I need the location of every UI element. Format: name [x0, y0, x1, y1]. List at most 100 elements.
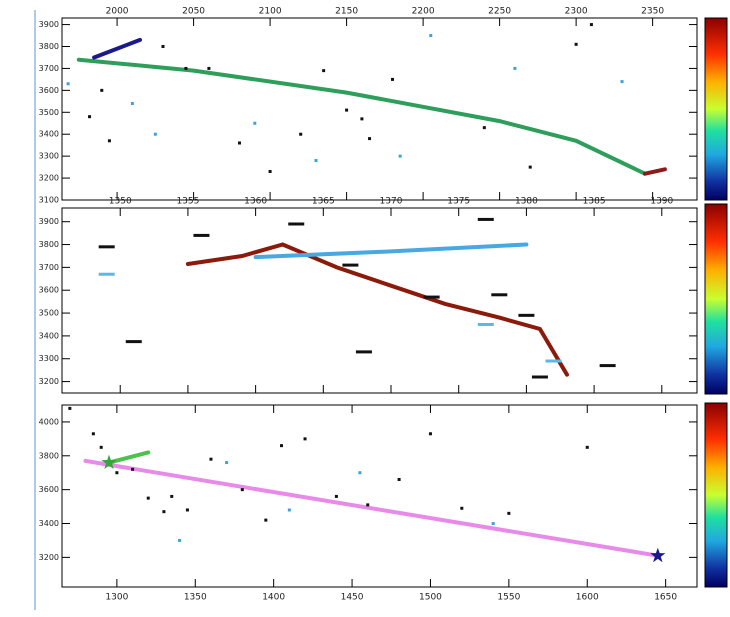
- hit: [518, 314, 534, 317]
- hit: [147, 497, 150, 500]
- y-tick-label: 3200: [39, 377, 59, 386]
- x-tick-label: 1380: [515, 197, 538, 207]
- x-tick-label: 2300: [565, 7, 588, 17]
- hit: [492, 522, 495, 525]
- y-tick-label: 3600: [39, 286, 59, 295]
- hit: [575, 43, 578, 46]
- hit: [193, 234, 209, 237]
- hit: [92, 432, 95, 435]
- plot-frame: [62, 18, 697, 200]
- color-bar: [705, 18, 727, 200]
- y-tick-label: 3600: [39, 485, 59, 494]
- hit: [366, 503, 369, 506]
- hit: [186, 508, 189, 511]
- hit: [360, 117, 363, 120]
- hit: [108, 139, 111, 142]
- hit: [131, 468, 134, 471]
- hit: [322, 69, 325, 72]
- x-tick-label: 1370: [380, 197, 403, 207]
- x-tick-label: 1375: [447, 197, 470, 207]
- hit: [209, 458, 212, 461]
- hit: [342, 264, 358, 267]
- hit: [207, 67, 210, 70]
- hit: [178, 539, 181, 542]
- y-tick-label: 3100: [39, 196, 59, 205]
- hit: [315, 159, 318, 162]
- x-tick-label: 1650: [654, 593, 677, 603]
- hit: [288, 508, 291, 511]
- hit: [162, 510, 165, 513]
- hit: [429, 34, 432, 37]
- x-tick-label: 1350: [184, 593, 207, 603]
- x-tick-label: 1550: [497, 593, 520, 603]
- hit: [225, 461, 228, 464]
- hit: [100, 89, 103, 92]
- hit: [280, 444, 283, 447]
- hit: [154, 133, 157, 136]
- hit: [304, 437, 307, 440]
- y-tick-label: 4000: [39, 417, 59, 426]
- y-tick-label: 3400: [39, 331, 59, 340]
- y-tick-label: 3900: [39, 217, 59, 226]
- hit: [483, 126, 486, 129]
- y-tick-label: 3400: [39, 519, 59, 528]
- plot-frame: [62, 405, 697, 587]
- y-tick-label: 3200: [39, 553, 59, 562]
- x-tick-label: 2150: [335, 7, 358, 17]
- hit: [115, 471, 118, 474]
- hit: [100, 446, 103, 449]
- color-bar: [705, 204, 727, 394]
- x-tick-label: 2250: [488, 7, 511, 17]
- hit: [335, 495, 338, 498]
- y-tick-label: 3300: [39, 354, 59, 363]
- hit: [545, 360, 561, 363]
- y-tick-label: 3300: [39, 152, 59, 161]
- hit: [269, 170, 272, 173]
- x-tick-label: 1365: [312, 197, 335, 207]
- hit: [621, 80, 624, 83]
- hit: [399, 155, 402, 158]
- hit: [391, 78, 394, 81]
- y-tick-label: 3800: [39, 240, 59, 249]
- y-tick-label: 3400: [39, 130, 59, 139]
- hit: [429, 432, 432, 435]
- hit: [68, 407, 71, 410]
- hit: [238, 141, 241, 144]
- hit: [478, 323, 494, 326]
- hit: [99, 273, 115, 276]
- x-tick-label: 1385: [583, 197, 606, 207]
- hit: [184, 67, 187, 70]
- x-tick-label: 1390: [650, 197, 673, 207]
- x-tick-label: 1350: [109, 197, 132, 207]
- hit: [424, 296, 440, 299]
- hit: [513, 67, 516, 70]
- x-tick-label: 2100: [259, 7, 282, 17]
- x-tick-label: 1450: [341, 593, 364, 603]
- hit: [299, 133, 302, 136]
- x-tick-label: 1600: [576, 593, 599, 603]
- hit: [398, 478, 401, 481]
- event-display: 3100 3200 3300 3400 3500 3600 3700 3800 3900 2000…: [0, 0, 730, 613]
- x-tick-label: 1360: [244, 197, 267, 207]
- hit: [264, 519, 267, 522]
- y-tick-label: 3500: [39, 108, 59, 117]
- x-tick-label: 2000: [106, 7, 129, 17]
- color-bars: [705, 18, 727, 587]
- y-tick-label: 3900: [39, 20, 59, 29]
- hit: [288, 222, 304, 225]
- hit: [491, 293, 507, 296]
- hit: [590, 23, 593, 26]
- hit: [356, 350, 372, 353]
- hit: [170, 495, 173, 498]
- x-tick-label: 2050: [182, 7, 205, 17]
- hit: [241, 488, 244, 491]
- y-tick-label: 3200: [39, 174, 59, 183]
- y-tick-label: 3700: [39, 64, 59, 73]
- hit: [88, 115, 91, 118]
- hit: [507, 512, 510, 515]
- hit: [460, 507, 463, 510]
- hit: [99, 245, 115, 248]
- y-tick-label: 3800: [39, 451, 59, 460]
- x-tick-label: 2200: [412, 7, 435, 17]
- hit: [478, 218, 494, 221]
